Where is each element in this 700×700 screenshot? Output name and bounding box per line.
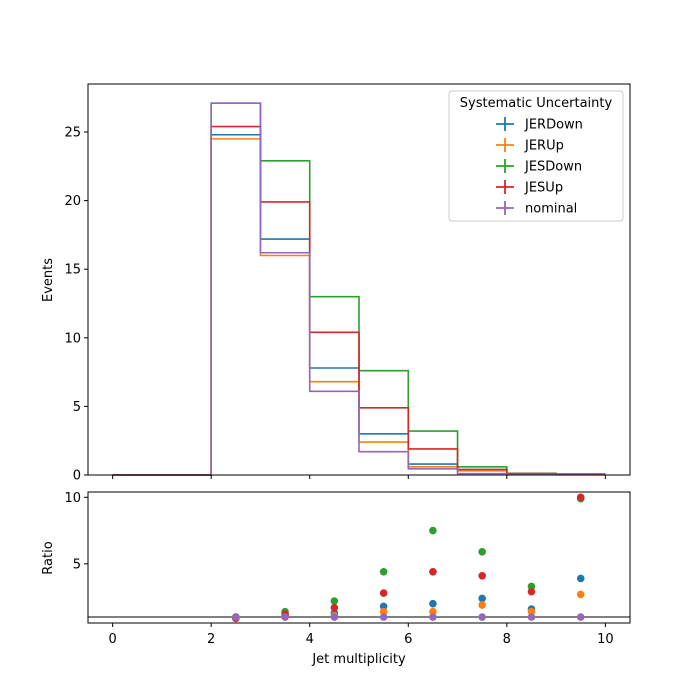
main-y-tick-label: 25 [64,126,81,141]
main-y-tick-label: 20 [64,194,81,209]
ratio-y-axis-ticks: 5 10 [64,491,88,572]
ratio-point-jerup [576,590,585,599]
legend-box [448,90,624,222]
ratio-point-jesup [379,589,388,597]
ratio-point-nominal [478,613,486,621]
ratio-point-jesup [478,571,486,580]
ratio-points-group [232,493,585,623]
ratio-point-nominal [281,613,289,621]
ratio-point-jesdown [379,567,388,576]
ratio-y-tick-label: 5 [73,557,81,572]
ratio-y-axis-label: Ratio [41,541,56,574]
x-tick-label: 6 [404,632,412,647]
ratio-point-jesup [576,493,585,502]
main-x-axis-ticks [112,475,606,479]
ratio-point-jerdown [478,594,486,603]
ratio-point-jerup [527,607,536,616]
main-y-axis-ticks: 0 5 10 15 20 25 [64,126,88,484]
legend-label-jesup: JESUp [524,181,563,196]
ratio-x-axis-ticks: 0 2 4 6 8 10 [108,623,614,647]
ratio-point-jesdown [527,582,536,591]
legend-label-jerup: JERUp [524,139,564,154]
ratio-point-jesup [527,587,536,596]
legend-label-nominal: nominal [525,202,577,217]
ratio-point-jerup [379,607,388,616]
ratio-point-jerdown [429,599,437,608]
ratio-point-nominal [330,613,339,621]
ratio-point-jerup [478,601,486,609]
ratio-point-jerdown [379,602,388,611]
main-y-tick-label: 10 [64,331,81,346]
ratio-point-jesdown [478,548,486,556]
x-tick-label: 2 [207,632,215,647]
main-y-tick-label: 0 [73,469,81,484]
ratio-axes-frame [87,491,631,624]
main-panel: 0 5 10 15 20 25 Events Systematic Uncertainty… [41,83,631,484]
legend-items: JERDown JERUp JESDown JESUp nominal [496,117,583,217]
x-tick-label: 4 [306,632,314,647]
main-series-group [112,102,606,476]
ratio-point-jesdown [429,526,437,535]
legend-title: Systematic Uncertainty [460,96,613,111]
legend-label-jerdown: JERDown [524,118,583,133]
ratio-point-jerdown [576,574,585,583]
x-tick-label: 10 [597,632,614,647]
main-y-axis-label: Events [41,258,56,302]
ratio-point-nominal [576,613,585,621]
ratio-point-jerup [429,607,437,616]
ratio-point-jesup [429,567,437,576]
ratio-point-nominal [232,613,240,621]
legend: Systematic Uncertainty JERDown JERUp JESDo… [448,90,624,222]
ratio-panel: 5 10 0 2 4 6 8 10 Ratio Jet multiplicity [41,491,631,667]
x-tick-label: 0 [108,632,116,647]
ratio-point-nominal [527,613,536,621]
main-y-tick-label: 15 [64,263,81,278]
histogram-step-nominal [112,102,606,476]
ratio-y-tick-label: 10 [64,491,81,506]
x-axis-label: Jet multiplicity [311,652,406,667]
legend-label-jesdown: JESDown [524,160,582,175]
main-axes-frame [87,83,631,476]
ratio-point-jesdown [330,597,339,605]
ratio-point-nominal [379,613,388,621]
main-y-tick-label: 5 [73,400,81,415]
ratio-point-jesup [330,603,339,612]
ratio-point-nominal [429,613,437,621]
x-tick-label: 8 [503,632,511,647]
